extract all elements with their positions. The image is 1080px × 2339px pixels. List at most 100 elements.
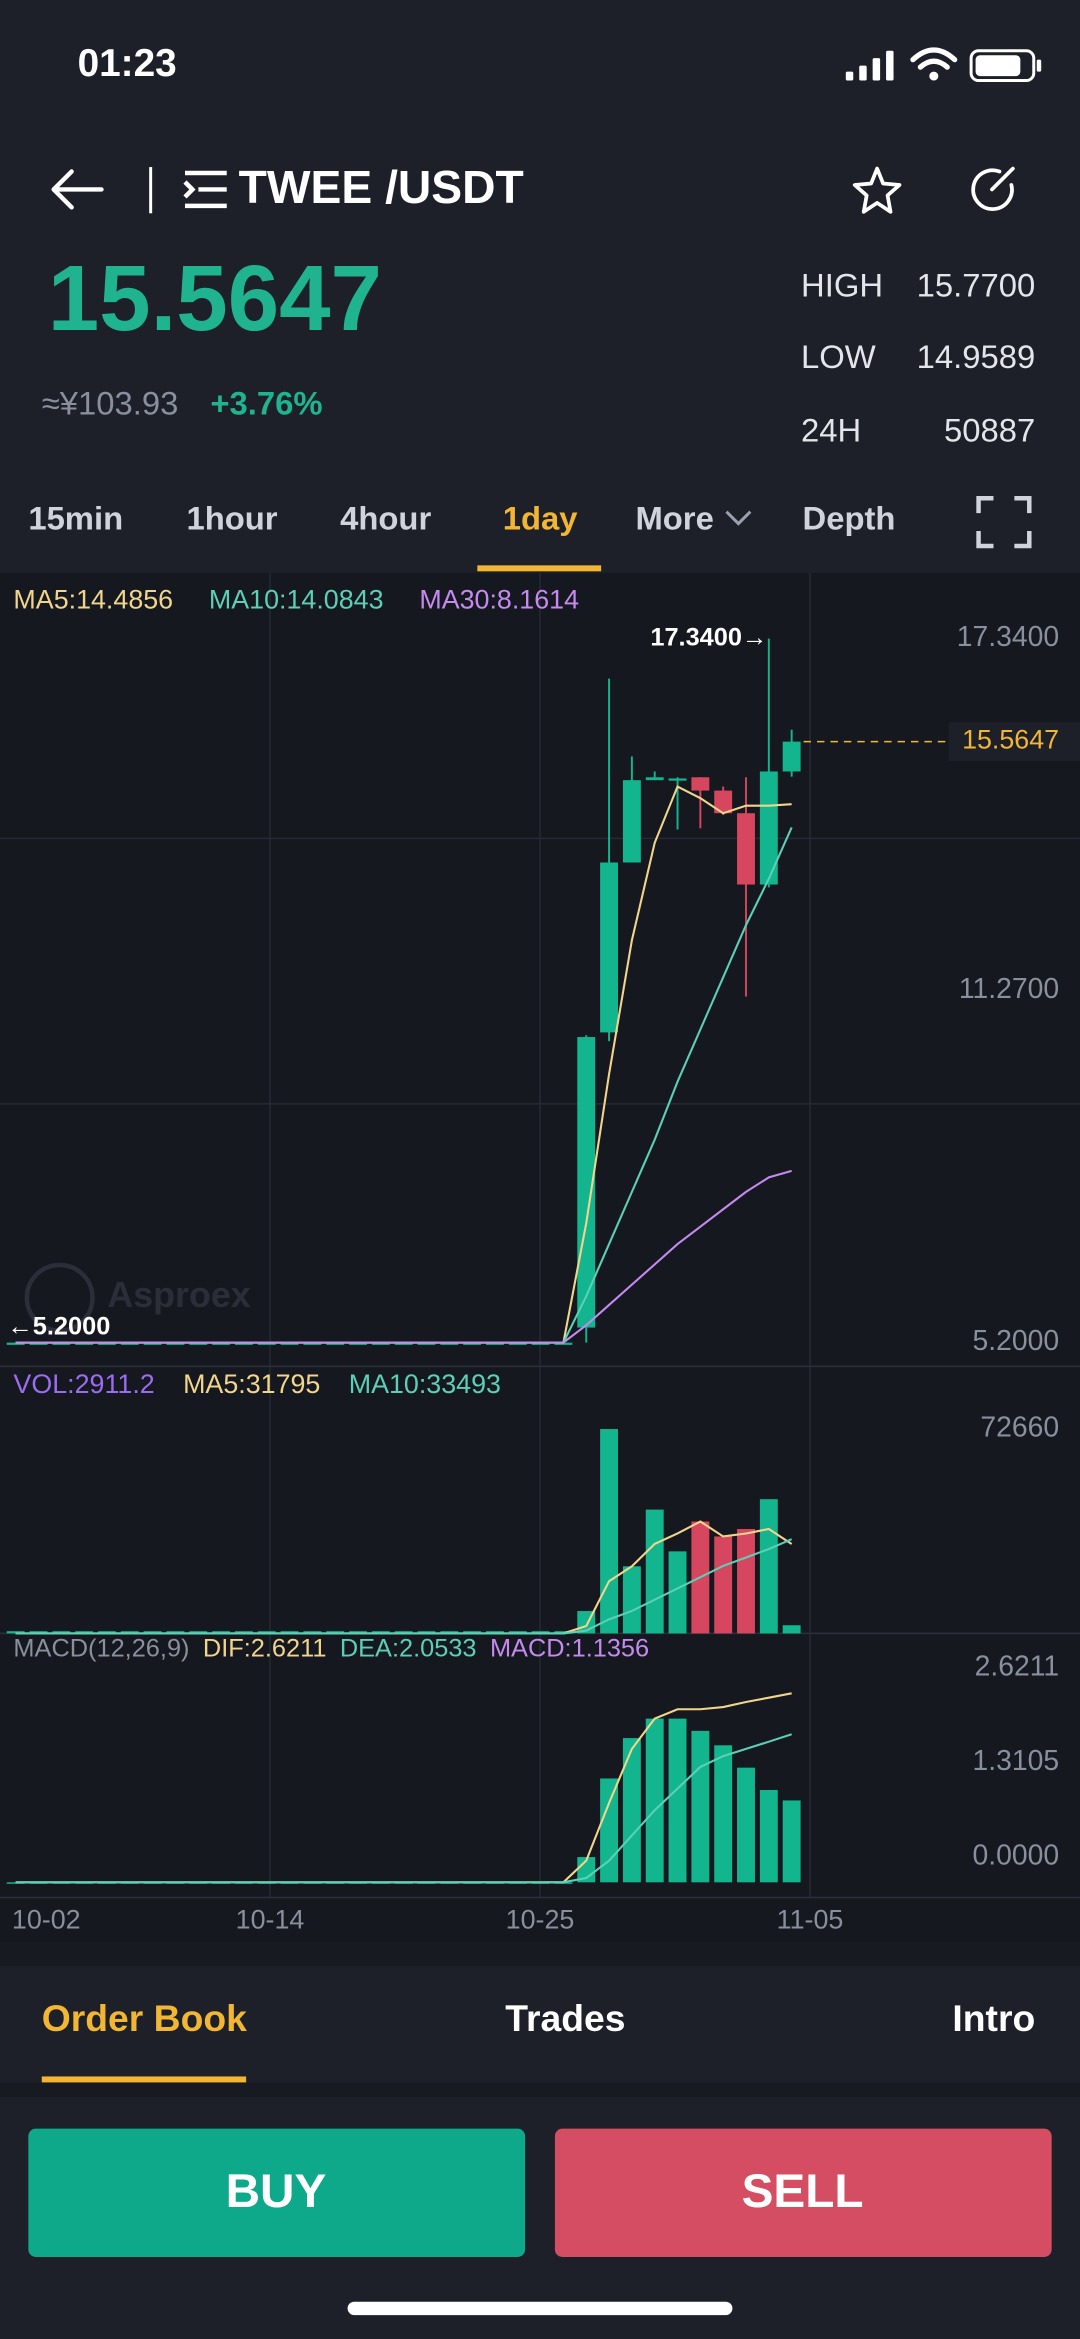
ma-legend: MA5:14.4856 xyxy=(13,584,173,614)
candle-body xyxy=(349,1342,367,1345)
candle-body xyxy=(531,1342,550,1345)
y-tick-label: 72660 xyxy=(980,1412,1059,1444)
more-chevron xyxy=(725,510,752,526)
active-tab-underline xyxy=(477,565,602,572)
volume-bar xyxy=(98,1631,116,1634)
macd-bar xyxy=(782,1800,801,1883)
interval-tab[interactable]: Depth xyxy=(803,499,896,536)
signal-icon xyxy=(845,50,894,81)
interval-tab[interactable]: More xyxy=(635,499,713,536)
candle-body xyxy=(463,1342,482,1345)
volume-bar xyxy=(234,1631,253,1634)
volume-bar xyxy=(417,1631,436,1634)
candle-body xyxy=(6,1342,25,1345)
volume-bar xyxy=(600,1429,619,1634)
candle-body xyxy=(782,741,801,772)
wifi-icon xyxy=(929,71,939,81)
bottom-tab[interactable]: Trades xyxy=(505,1997,625,2039)
volume-bar xyxy=(6,1631,25,1634)
volume-bar xyxy=(349,1631,367,1634)
volume-bar xyxy=(280,1631,299,1634)
stat-value: 15.7700 xyxy=(917,267,1036,304)
candle-body xyxy=(371,1342,390,1345)
candle-body xyxy=(600,862,619,1033)
buy-button[interactable] xyxy=(28,2128,526,2257)
candle-body xyxy=(280,1342,299,1345)
candle-body xyxy=(577,1037,596,1328)
interval-tab[interactable]: 15min xyxy=(28,499,123,536)
battery-level xyxy=(975,55,1021,77)
macd-legend: MACD:1.1356 xyxy=(490,1635,649,1663)
active-tab-underline xyxy=(41,2076,247,2083)
volume-bar xyxy=(782,1625,801,1634)
back-button[interactable] xyxy=(51,169,104,210)
divider xyxy=(0,1942,1080,1967)
y-tick-label: 0.0000 xyxy=(972,1839,1059,1871)
ma-line xyxy=(15,1169,792,1344)
macd-legend: DEA:2.0533 xyxy=(340,1635,477,1663)
volume-bar xyxy=(759,1499,778,1634)
candle-body xyxy=(554,1342,573,1345)
candle-body xyxy=(166,1342,185,1345)
volume-bar xyxy=(29,1631,48,1634)
volume-bar xyxy=(120,1631,139,1634)
candle-body xyxy=(714,790,733,814)
macd-bar xyxy=(759,1790,778,1883)
macd-bar xyxy=(737,1767,755,1883)
candle-body xyxy=(143,1342,162,1345)
volume-bar xyxy=(531,1631,550,1634)
macd-legend: DIF:2.6211 xyxy=(203,1635,327,1663)
volume-bar xyxy=(75,1631,94,1634)
candle-body xyxy=(486,1342,504,1345)
favorite-button[interactable] xyxy=(852,166,902,214)
volume-bar xyxy=(257,1631,276,1634)
volume-bar xyxy=(463,1631,482,1634)
interval-tab[interactable]: 1day xyxy=(503,499,579,536)
y-tick-label: 11.2700 xyxy=(959,973,1059,1005)
stat-value: 50887 xyxy=(944,411,1035,448)
macd-bar xyxy=(714,1745,733,1883)
volume-bar xyxy=(166,1631,185,1634)
candle-body xyxy=(691,777,710,791)
macd-line xyxy=(15,1733,792,1884)
battery-tip xyxy=(1036,59,1042,72)
candle-body xyxy=(668,778,687,781)
bottom-tab[interactable]: Order Book xyxy=(42,1997,247,2039)
volume-bar xyxy=(326,1631,345,1634)
candle-body xyxy=(234,1342,253,1345)
sell-button[interactable] xyxy=(554,2128,1052,2257)
refresh-button[interactable] xyxy=(971,166,1015,211)
y-tick-label: 1.3105 xyxy=(972,1745,1059,1777)
bottom-tab[interactable]: Intro xyxy=(952,1997,1035,2039)
ma-legend: MA30:8.1614 xyxy=(419,584,579,614)
candle-body xyxy=(29,1342,48,1345)
volume-bar xyxy=(737,1528,755,1634)
macd-bar xyxy=(645,1718,664,1883)
interval-tab[interactable]: 1hour xyxy=(186,499,277,536)
last-price-label: 15.5647 xyxy=(962,725,1059,755)
volume-bar xyxy=(486,1631,504,1634)
sell-label: SELL xyxy=(742,2165,864,2218)
macd-bar xyxy=(668,1718,687,1883)
fullscreen-button[interactable] xyxy=(976,495,1032,549)
wifi-icon xyxy=(910,47,958,70)
ma-legend: MA10:14.0843 xyxy=(209,584,384,614)
menu-icon[interactable] xyxy=(183,170,227,209)
divider xyxy=(0,2082,1080,2098)
candle-body xyxy=(759,771,778,885)
price-change: +3.76% xyxy=(210,384,322,421)
last-price: 15.5647 xyxy=(48,246,382,350)
interval-tab[interactable]: 4hour xyxy=(340,499,431,536)
volume-bar xyxy=(371,1631,390,1634)
x-tick-label: 10-14 xyxy=(236,1904,305,1934)
buy-label: BUY xyxy=(226,2165,327,2218)
candle-body xyxy=(417,1342,436,1345)
candle-body xyxy=(303,1342,322,1345)
candle-body xyxy=(189,1342,208,1345)
candle-body xyxy=(645,777,664,781)
candle-body xyxy=(326,1342,345,1345)
volume-bar xyxy=(622,1566,641,1634)
candle-body xyxy=(394,1342,413,1345)
candle-body xyxy=(212,1342,231,1345)
